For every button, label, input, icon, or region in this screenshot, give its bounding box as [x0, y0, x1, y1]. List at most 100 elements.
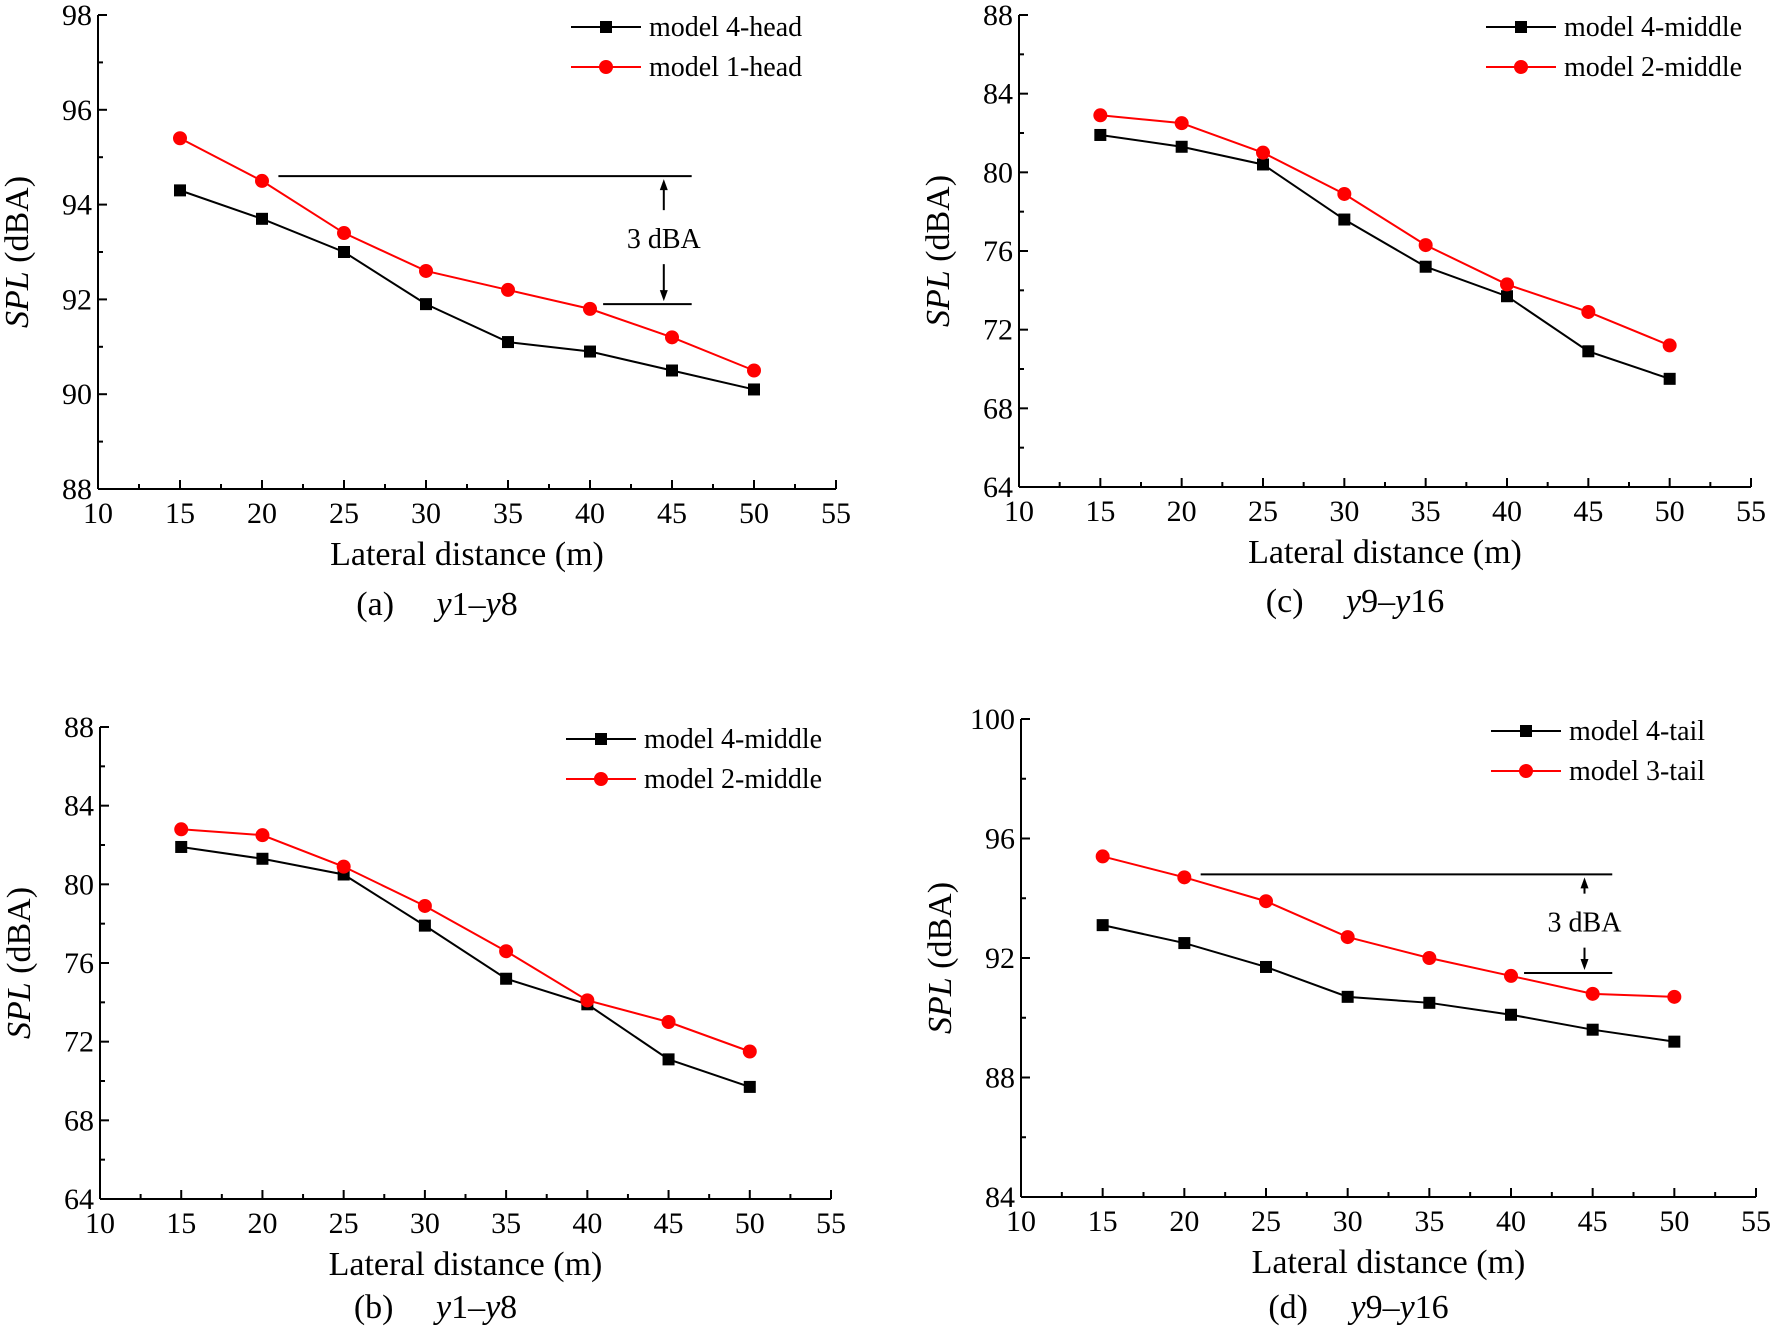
x-tick-label: 20 [247, 1207, 277, 1240]
data-point-square [743, 1080, 756, 1093]
data-point-circle [419, 263, 433, 278]
x-tick-label: 45 [1578, 1205, 1608, 1238]
caption-range-part: 16 [1410, 583, 1444, 620]
caption-range-part: y [433, 1289, 452, 1326]
y-axis-title-italic: SPL [0, 271, 36, 328]
y-tick-label: 94 [62, 189, 92, 222]
x-tick-label: 10 [1006, 1205, 1036, 1238]
data-point-circle [1340, 930, 1355, 945]
data-point-square [256, 212, 268, 225]
caption-prefix: (b) [354, 1289, 436, 1326]
y-axis-title-unit: (dBA) [922, 882, 959, 977]
series-line-0 [1102, 924, 1675, 1043]
legend-label: model 4-middle [644, 724, 822, 755]
data-point-square [256, 852, 269, 865]
y-tick-label: 80 [983, 156, 1013, 189]
legend-marker-circle [1519, 764, 1533, 778]
chart-panel-d: 84 88 92 96 100 10 15 20 25 30 35 40 45 50 55 Lateral d… [922, 703, 1771, 1326]
data-point-square [1586, 1023, 1599, 1036]
caption-range-part: 9– [1366, 1289, 1401, 1326]
data-point-square [666, 364, 678, 377]
y-tick-label: 72 [983, 314, 1013, 347]
chart-panel-b: 64 68 72 76 80 84 88 10 15 20 25 30 35 40 45 50 55 Latera… [1, 711, 846, 1326]
annotation-label: 3 dBA [627, 224, 702, 255]
y-tick-label: 80 [64, 868, 94, 901]
data-point-square [502, 336, 514, 349]
data-point-square [418, 919, 431, 932]
x-tick-label: 25 [329, 1207, 359, 1240]
data-point-square [1501, 290, 1513, 303]
data-point-square [338, 246, 350, 258]
data-point-circle [337, 226, 351, 241]
x-tick-label: 30 [1329, 495, 1359, 528]
data-point-circle [336, 859, 351, 874]
legend-label: model 4-head [649, 12, 802, 43]
x-tick-label: 45 [654, 1207, 684, 1240]
legend-marker-circle [594, 772, 608, 786]
caption-range-part: 16 [1415, 1289, 1449, 1326]
series-line-1 [1100, 114, 1671, 347]
data-point-circle [1581, 304, 1596, 319]
y-tick-label: 68 [64, 1104, 94, 1137]
x-tick-label: 25 [1248, 495, 1278, 528]
data-point-circle [1259, 894, 1273, 909]
series-line-0 [179, 189, 755, 391]
y-tick-label: 96 [62, 94, 92, 127]
data-point-square [1178, 937, 1191, 950]
x-tick-label: 10 [83, 497, 113, 530]
data-point-square [662, 1053, 675, 1066]
x-tick-label: 45 [657, 497, 687, 530]
caption-range-part: y [482, 1289, 501, 1326]
data-point-square [1338, 213, 1351, 226]
x-tick-label: 15 [1088, 1205, 1118, 1238]
y-axis-title: SPL (dBA) [0, 176, 36, 328]
caption-range-part: y [483, 586, 502, 623]
data-point-square [1505, 1008, 1517, 1021]
data-point-circle [1585, 986, 1600, 1001]
y-axis-title-italic: SPL [920, 270, 957, 327]
y-axis-title-italic: SPL [1, 982, 38, 1039]
x-axis-title: Lateral distance (m) [1252, 1244, 1526, 1281]
data-point-square [1663, 372, 1676, 385]
legend-marker-square [1515, 21, 1527, 33]
legend-label: model 1-head [649, 52, 802, 83]
annotation-arrow-up-head [659, 179, 668, 191]
legend-marker-circle [1514, 60, 1528, 74]
y-tick-label: 84 [985, 1181, 1015, 1214]
caption-range-part: 8 [500, 1289, 517, 1326]
y-axis-title-unit: (dBA) [920, 175, 957, 270]
caption-prefix: (d) [1268, 1289, 1350, 1326]
y-tick-label: 88 [983, 0, 1013, 32]
y-axis-title: SPL (dBA) [1, 887, 38, 1039]
caption-range-part: y [434, 586, 453, 623]
x-tick-label: 30 [411, 497, 441, 530]
x-tick-label: 40 [1492, 495, 1522, 528]
x-tick-label: 10 [1004, 495, 1034, 528]
data-point-square [1094, 128, 1107, 141]
x-tick-label: 50 [739, 497, 769, 530]
y-tick-label: 84 [64, 790, 94, 823]
data-point-circle [747, 363, 761, 378]
data-point-square [420, 298, 432, 311]
x-tick-label: 35 [493, 497, 523, 530]
x-axis-title: Lateral distance (m) [1248, 534, 1522, 571]
x-tick-label: 35 [1411, 495, 1441, 528]
legend-label: model 2-middle [1564, 52, 1742, 83]
x-tick-label: 55 [821, 497, 851, 530]
data-point-circle [661, 1015, 676, 1029]
series-line-0 [181, 845, 751, 1088]
caption-range-part: 9– [1361, 583, 1396, 620]
data-point-circle [1662, 338, 1677, 353]
data-point-square [500, 972, 513, 985]
y-tick-label: 76 [983, 235, 1013, 268]
series-line-1 [179, 137, 755, 372]
caption-range-part: y [1343, 583, 1362, 620]
x-tick-label: 40 [572, 1207, 602, 1240]
data-point-square [1175, 140, 1188, 153]
panel-caption: (b) y1–y8 [354, 1289, 517, 1326]
caption-prefix: (c) [1266, 583, 1346, 620]
x-tick-label: 25 [1251, 1205, 1281, 1238]
x-tick-label: 55 [816, 1207, 846, 1240]
data-point-circle [580, 993, 595, 1008]
